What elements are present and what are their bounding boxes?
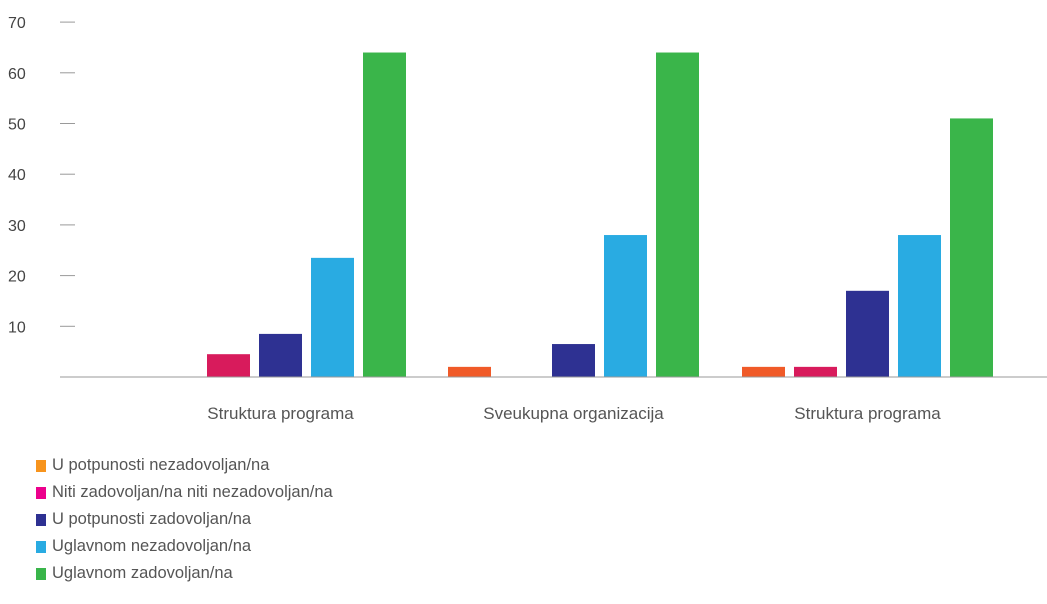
- legend-item: Uglavnom zadovoljan/na: [36, 560, 333, 587]
- legend-swatch: [36, 513, 46, 526]
- bar: [552, 344, 595, 377]
- legend-item: U potpunosti zadovoljan/na: [36, 506, 333, 533]
- bar: [742, 366, 785, 377]
- bar: [604, 235, 647, 377]
- bar: [207, 354, 250, 377]
- legend-swatch: [36, 540, 46, 553]
- legend-label: U potpunosti nezadovoljan/na: [52, 456, 270, 474]
- y-tick-label: 60: [8, 66, 26, 83]
- bar: [846, 290, 889, 377]
- legend-swatch: [36, 567, 46, 580]
- legend-swatch: [36, 459, 46, 472]
- legend-label: Uglavnom nezadovoljan/na: [52, 537, 252, 555]
- bar: [311, 257, 354, 377]
- x-category-label: Struktura programa: [794, 404, 941, 423]
- legend: U potpunosti nezadovoljan/na Niti zadovol…: [36, 452, 333, 587]
- bar: [259, 333, 302, 377]
- y-tick-label: 50: [8, 117, 26, 134]
- legend-label: Uglavnom zadovoljan/na: [52, 564, 233, 582]
- bar: [898, 235, 941, 377]
- bar: [794, 366, 837, 377]
- category-labels: Struktura programa Sveukupna organizacija…: [207, 404, 941, 423]
- y-tick-label: 30: [8, 218, 26, 235]
- y-tick-label: 40: [8, 167, 26, 184]
- bar: [950, 118, 993, 378]
- y-tick-label: 10: [8, 319, 26, 336]
- legend-item: U potpunosti nezadovoljan/na: [36, 452, 333, 479]
- bar-chart: 10 20 30 40 50 60 70 Struktura programa Sveukup…: [8, 15, 1047, 423]
- x-category-label: Sveukupna organizacija: [483, 404, 664, 423]
- bar: [656, 52, 699, 378]
- y-axis: 10 20 30 40 50 60 70: [8, 15, 75, 336]
- legend-label: Niti zadovoljan/na niti nezadovoljan/na: [52, 483, 333, 501]
- bars: [207, 52, 993, 378]
- legend-item: Uglavnom nezadovoljan/na: [36, 533, 333, 560]
- x-category-label: Struktura programa: [207, 404, 354, 423]
- y-tick-label: 70: [8, 15, 26, 32]
- bar: [363, 52, 406, 378]
- legend-item: Niti zadovoljan/na niti nezadovoljan/na: [36, 479, 333, 506]
- legend-label: U potpunosti zadovoljan/na: [52, 510, 252, 528]
- bar: [448, 366, 491, 377]
- y-tick-label: 20: [8, 269, 26, 286]
- legend-swatch: [36, 486, 46, 499]
